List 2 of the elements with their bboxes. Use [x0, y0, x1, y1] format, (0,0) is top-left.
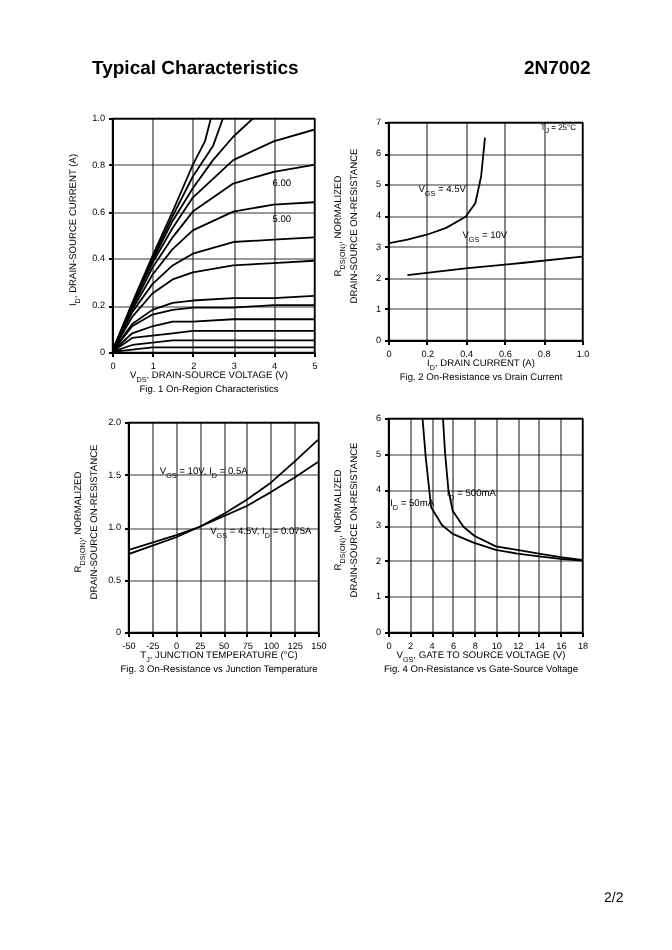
text: Typical Characteristics — [92, 58, 299, 80]
text: 2N7002 — [524, 58, 591, 80]
